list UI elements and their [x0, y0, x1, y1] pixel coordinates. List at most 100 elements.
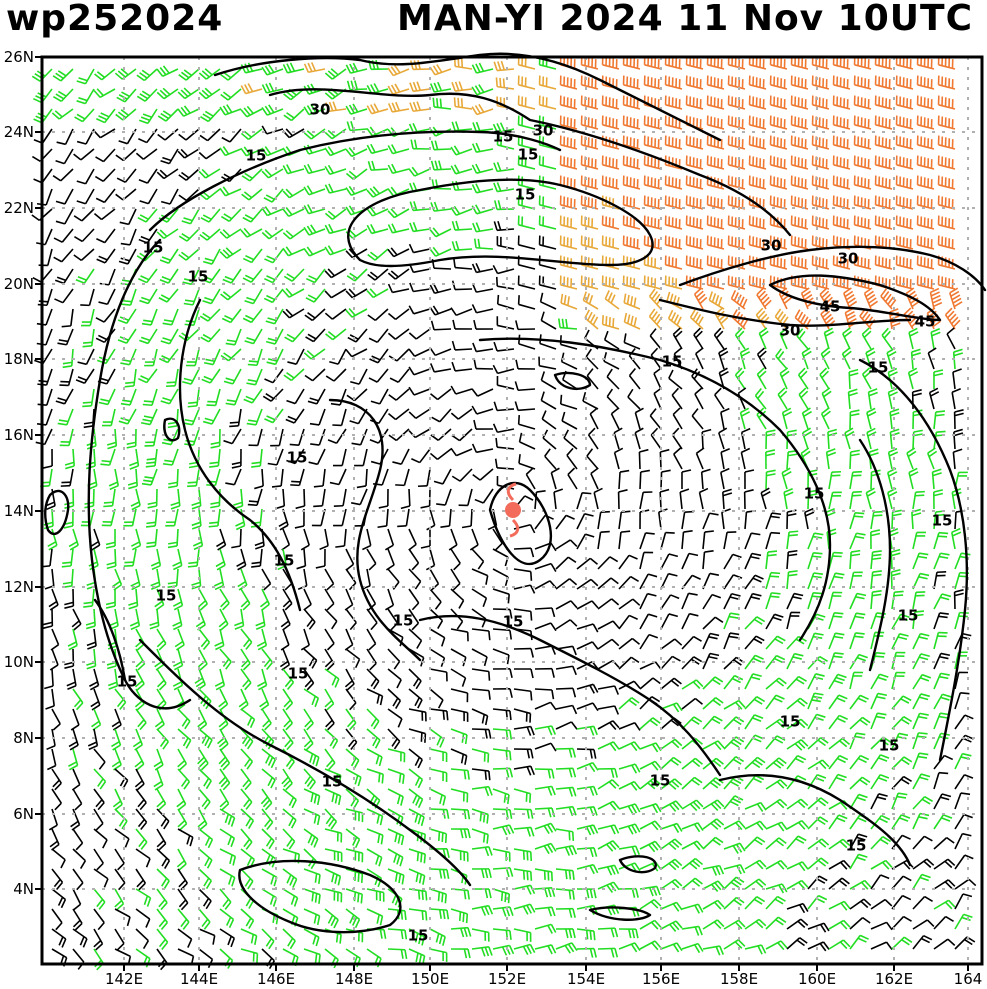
wind-barb — [937, 75, 956, 90]
wind-barb — [198, 87, 221, 100]
wind-barb — [555, 928, 576, 939]
wind-barb — [718, 427, 728, 450]
wind-barb — [744, 944, 767, 955]
wind-barb — [779, 327, 790, 350]
wind-barb — [282, 228, 305, 240]
wind-barb — [517, 415, 536, 430]
wind-barb — [513, 568, 533, 581]
wind-barb — [828, 612, 844, 630]
wind-barb — [937, 155, 956, 170]
wind-barb — [828, 632, 845, 650]
wind-barb — [261, 206, 284, 217]
wind-barb — [891, 915, 912, 930]
wind-barb — [933, 938, 956, 950]
wind-barb — [849, 754, 870, 770]
wind-barb — [202, 288, 221, 305]
wind-barb — [863, 287, 879, 310]
wind-barb — [147, 488, 158, 509]
wind-barb — [240, 908, 255, 929]
wind-barb — [282, 808, 297, 829]
wind-barb — [346, 388, 368, 402]
wind-barb — [555, 942, 578, 954]
wind-barb — [240, 146, 263, 157]
wind-barb — [387, 868, 405, 885]
wind-barb — [514, 381, 536, 392]
wind-barb — [748, 75, 767, 90]
wind-barb — [408, 808, 425, 827]
wind-barb — [244, 288, 263, 305]
wind-barb — [72, 688, 84, 711]
wind-barb — [49, 648, 59, 671]
wind-barb — [80, 288, 95, 307]
wind-barb — [601, 275, 620, 290]
wind-barb — [538, 215, 557, 230]
wind-barb — [471, 845, 493, 857]
wind-barb — [727, 95, 746, 110]
wind-barb — [51, 928, 67, 948]
wind-barb — [36, 228, 53, 246]
wind-barb — [296, 548, 307, 570]
wind-barb — [387, 64, 410, 77]
wind-barb — [366, 728, 381, 749]
wind-barb — [219, 848, 237, 866]
wind-barb — [930, 328, 941, 350]
wind-barb — [618, 780, 641, 791]
wind-barb — [303, 62, 326, 74]
wind-barb — [324, 628, 335, 651]
wind-barb — [408, 908, 428, 921]
wind-barb — [144, 428, 158, 447]
wind-barb — [720, 448, 730, 470]
wind-barb — [492, 588, 510, 604]
wind-barb — [234, 608, 245, 630]
wind-barb — [408, 588, 420, 611]
wind-barb — [451, 121, 473, 132]
wind-barb — [643, 75, 662, 90]
wind-barb — [748, 215, 767, 230]
wind-barb — [638, 448, 649, 470]
wind-barb — [135, 648, 146, 671]
wind-barb — [660, 800, 683, 812]
wind-barb — [634, 407, 644, 430]
wind-barb — [643, 115, 662, 130]
contour-30-upper — [268, 88, 792, 237]
wind-barb — [492, 264, 515, 275]
wind-barb — [681, 510, 694, 530]
wind-barb — [832, 215, 851, 230]
wind-barb — [183, 408, 200, 426]
wind-barb — [702, 652, 720, 670]
wind-barb — [86, 648, 97, 670]
wind-barb — [849, 793, 868, 810]
wind-barb — [61, 308, 74, 328]
wind-barb — [172, 668, 184, 691]
wind-barb — [681, 877, 703, 890]
wind-barb — [136, 68, 158, 82]
wind-barb — [723, 795, 744, 810]
wind-barb — [156, 888, 168, 911]
wind-barb — [240, 227, 263, 238]
wind-barb — [618, 554, 638, 570]
wind-barb — [681, 799, 704, 812]
wind-barb — [223, 428, 242, 445]
wind-barb — [429, 648, 446, 667]
wind-barb — [351, 428, 368, 446]
wind-barb — [832, 195, 851, 210]
wind-barb — [555, 888, 575, 900]
wind-barb — [937, 95, 956, 110]
wind-barb — [206, 468, 221, 487]
wind-barb — [916, 115, 935, 130]
wind-barb — [681, 925, 703, 936]
wind-barb — [765, 531, 781, 550]
wind-barb — [172, 588, 184, 611]
wind-barb — [786, 754, 807, 770]
wind-barb — [325, 368, 347, 382]
wind-barb — [240, 588, 251, 611]
storm-center-arm — [509, 518, 520, 538]
wind-barb — [744, 756, 766, 770]
contour-15-se — [718, 773, 912, 867]
wind-barb — [387, 208, 410, 219]
wind-barb — [108, 468, 120, 491]
wind-barb — [366, 608, 378, 631]
wind-barb — [450, 548, 461, 571]
wind-barb — [176, 788, 187, 811]
wind-barb — [828, 673, 847, 690]
